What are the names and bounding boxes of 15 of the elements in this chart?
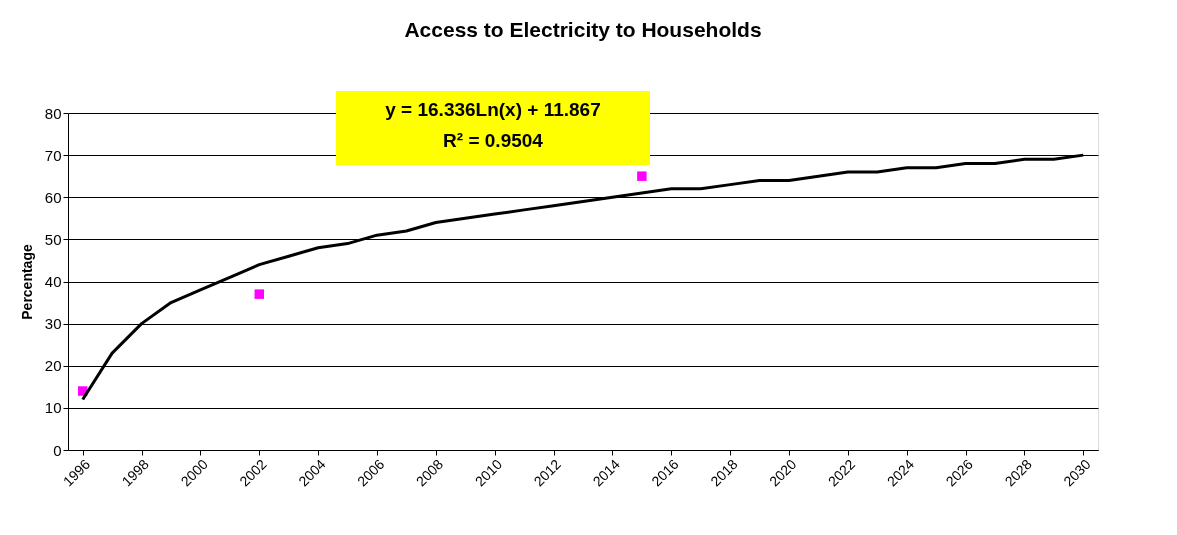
y-tick-label: 30	[44, 315, 62, 333]
annotation: R² = 0.9504	[443, 130, 544, 151]
y-tick-label: 60	[44, 188, 62, 206]
y-tick-label: 40	[44, 273, 62, 290]
annotation: y = 16.336Ln(x) + 11.867	[385, 99, 601, 120]
point	[637, 171, 647, 181]
chart-title: Access to Electricity to Households	[404, 18, 762, 41]
point	[254, 289, 265, 299]
y-tick-label: 70	[44, 146, 62, 164]
y-tick-label: 10	[44, 399, 62, 417]
y-tick-label: 20	[44, 357, 62, 375]
y-tick-label: 50	[44, 230, 62, 248]
y-axis-title: Percentage	[18, 244, 35, 320]
y-tick-label: 80	[44, 104, 62, 122]
y-tick-label: 0	[53, 441, 62, 459]
